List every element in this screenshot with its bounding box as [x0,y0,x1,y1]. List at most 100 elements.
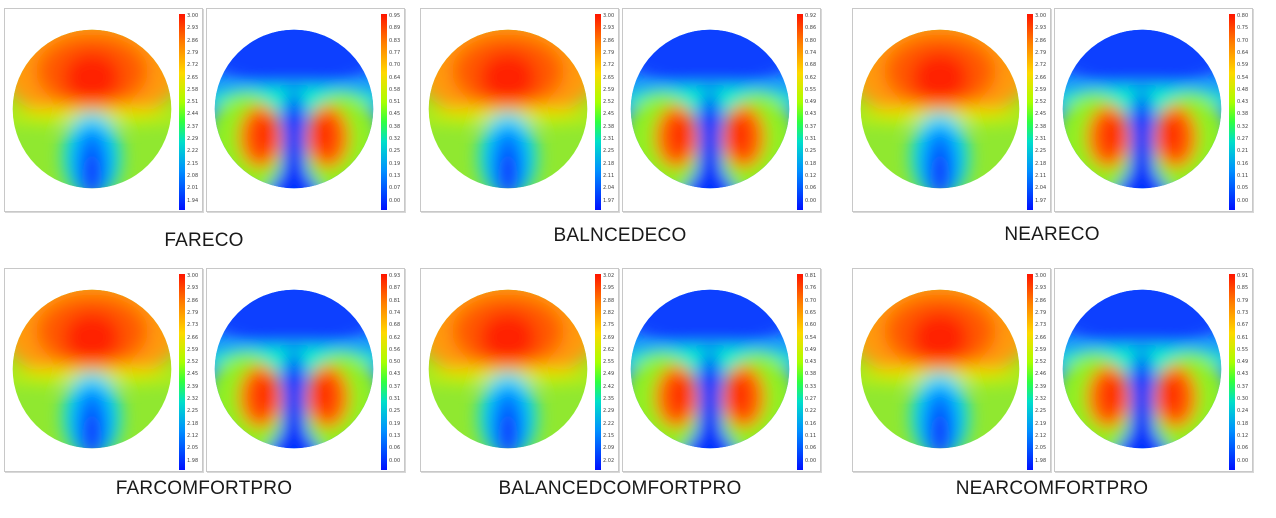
cylinder-map [214,289,374,449]
scale-tick-label: 0.16 [1237,160,1249,167]
scale-tick-label: 0.87 [389,285,401,292]
scale-tick-label: 2.02 [603,457,615,464]
scale-tick-label: 2.18 [603,160,615,167]
scale-tick-label: 2.46 [1035,371,1047,378]
scale-tick-label: 0.50 [389,359,401,366]
scale-tick-label: 2.19 [1035,420,1047,427]
scale-tick-label: 0.18 [1237,420,1249,427]
color-scale: 3.00 2.93 2.86 2.79 2.72 2.66 2.59 2.52 2.45 2.38… [1027,14,1051,210]
scale-tick-label: 1.98 [187,457,199,464]
scale-tick-label: 0.86 [805,25,817,32]
scale-tick-label: 0.43 [1237,99,1249,106]
scale-tick-label: 2.31 [603,136,615,142]
scale-tick-label: 2.73 [1035,322,1047,329]
scale-tick-label: 0.55 [1237,346,1249,353]
scale-tick-label: 2.22 [187,148,199,155]
scale-tick-label: 0.81 [805,273,817,279]
scale-tick-label: 2.72 [187,62,199,69]
scale-tick-label: 2.58 [187,86,199,93]
cylinder-heatmap [1062,29,1222,189]
scale-tick-label: 0.70 [1237,37,1249,44]
scale-tick-label: 0.54 [805,334,817,341]
scale-tick-label: 0.00 [1237,197,1249,204]
scale-tick-label: 0.60 [805,322,817,329]
lens-map-pair: 3.00 2.93 2.86 2.79 2.73 2.66 2.59 2.52 2.46 2.39… [852,268,1253,518]
scale-tick-label: 2.25 [1035,148,1047,155]
scale-tick-label: 0.67 [1237,322,1249,329]
lens-map-pair: 3.00 2.93 2.86 2.79 2.72 2.66 2.59 2.52 2.45 2.38… [852,8,1253,258]
scale-tick-label: 2.32 [187,396,199,402]
scale-tick-label: 2.31 [1035,136,1047,142]
scale-tick-label: 2.75 [603,322,615,329]
scale-tick-label: 0.95 [389,13,401,19]
scale-tick-label: 2.39 [1035,383,1047,390]
scale-tick-label: 3.00 [603,13,615,19]
cylinder-map-panel: 0.81 0.76 0.70 0.65 0.60 0.54 0.49 0.43 0.38 0.33… [622,268,821,472]
scale-tick-label: 0.62 [805,74,817,81]
scale-tick-label: 0.25 [389,408,401,415]
scale-tick-label: 0.13 [389,172,401,179]
power-heatmap [428,289,588,449]
scale-tick-label: 0.61 [1237,334,1249,341]
scale-tick-label: 0.21 [1237,148,1249,155]
scale-tick-label: 0.31 [389,396,401,402]
scale-tick-label: 3.02 [603,273,615,279]
design-caption: FARECO [164,230,244,251]
scale-tick-label: 0.19 [389,160,401,167]
scale-tick-label: 0.11 [805,432,817,439]
scale-tick-label: 2.93 [603,25,615,32]
scale-tick-label: 2.59 [1035,346,1047,353]
power-map [12,289,172,449]
scale-tick-label: 0.19 [389,420,401,427]
scale-tick-label: 2.72 [1035,62,1047,69]
cylinder-heatmap [630,289,790,449]
scale-tick-label: 2.93 [187,285,199,292]
scale-tick-label: 0.25 [389,148,401,155]
scale-tick-label: 0.31 [805,136,817,142]
scale-tick-label: 0.00 [1237,457,1249,464]
scale-tick-label: 0.32 [389,136,401,142]
scale-tick-label: 2.93 [187,25,199,32]
power-map-panel: 3.00 2.93 2.86 2.79 2.72 2.65 2.58 2.51 2.44 2.37… [4,8,203,212]
scale-tick-label: 0.12 [805,172,817,179]
scale-tick-label: 0.92 [805,13,817,19]
scale-tick-label: 0.27 [1237,136,1249,142]
cylinder-map [630,289,790,449]
scale-tick-label: 2.44 [187,111,199,118]
scale-tick-label: 0.43 [805,111,817,118]
scale-tick-label: 2.39 [187,383,199,390]
color-scale-bar [1229,14,1235,210]
scale-tick-label: 0.30 [1237,396,1249,402]
scale-tick-label: 2.11 [1035,172,1047,179]
scale-tick-label: 0.93 [389,273,401,279]
scale-tick-label: 0.45 [389,111,401,118]
scale-tick-label: 0.18 [805,160,817,167]
scale-tick-label: 2.86 [187,37,199,44]
scale-tick-label: 0.43 [805,359,817,366]
scale-tick-label: 0.73 [1237,309,1249,316]
scale-tick-label: 2.79 [1035,49,1047,56]
cylinder-map-panel: 0.80 0.75 0.70 0.64 0.59 0.54 0.48 0.43 0.38 0.32… [1054,8,1253,212]
scale-tick-label: 0.00 [389,457,401,464]
scale-tick-label: 0.00 [805,197,817,204]
scale-tick-label: 2.45 [603,111,615,118]
scale-tick-label: 2.25 [187,408,199,415]
scale-tick-label: 0.11 [1237,172,1249,179]
scale-tick-label: 0.38 [1237,111,1249,118]
scale-tick-label: 2.65 [603,74,615,81]
scale-tick-label: 3.00 [1035,13,1047,19]
cylinder-map [1062,29,1222,189]
scale-tick-label: 2.04 [1035,185,1047,192]
scale-tick-label: 2.93 [1035,285,1047,292]
scale-tick-label: 0.25 [805,148,817,155]
cylinder-heatmap [1062,289,1222,449]
scale-tick-label: 2.38 [603,123,615,130]
lens-map-pair: 3.02 2.95 2.88 2.82 2.75 2.69 2.62 2.55 2.49 2.42… [420,268,821,518]
power-heatmap [12,29,172,189]
cylinder-map-panel: 0.93 0.87 0.81 0.74 0.68 0.62 0.56 0.50 0.43 0.37… [206,268,405,472]
scale-tick-label: 2.05 [1035,445,1047,452]
scale-tick-label: 2.62 [603,346,615,353]
scale-tick-label: 0.00 [805,457,817,464]
color-scale: 0.81 0.76 0.70 0.65 0.60 0.54 0.49 0.43 0.38 0.33… [797,274,821,470]
scale-tick-label: 2.25 [603,148,615,155]
